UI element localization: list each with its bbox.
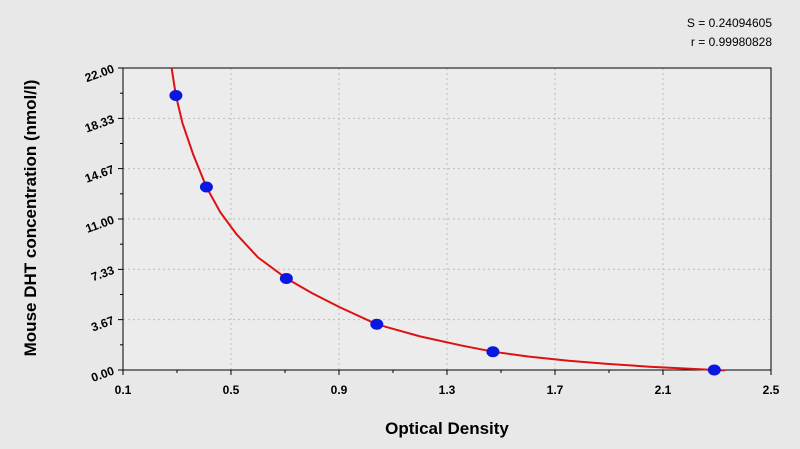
data-point	[199, 181, 213, 193]
s-statistic: S = 0.24094605	[686, 16, 772, 30]
fit-curve-line	[170, 67, 726, 372]
y-tick-label: 22.00	[83, 62, 116, 86]
data-point	[169, 89, 183, 101]
y-tick-label: 7.33	[89, 263, 116, 284]
grid-lines	[123, 68, 771, 370]
data-point	[370, 318, 384, 330]
x-tick-label: 2.1	[655, 383, 672, 397]
y-tick-label: 14.67	[83, 162, 116, 186]
y-tick-label: 18.33	[83, 112, 116, 136]
y-axis-label: Mouse DHT concentration (nmol/l)	[21, 80, 40, 357]
x-tick-label: 1.3	[439, 383, 456, 397]
x-axis-label: Optical Density	[385, 419, 509, 438]
data-point	[486, 346, 500, 358]
y-tick-label: 11.00	[84, 213, 117, 236]
fit-statistics: S = 0.24094605 r = 0.99980828	[687, 14, 772, 52]
x-tick-label: 1.7	[547, 383, 564, 397]
x-tick-label: 2.5	[763, 383, 780, 397]
data-point	[707, 364, 721, 376]
x-axis-ticks: 0.1 0.5 0.9 1.3 1.7 2.1 2.5	[115, 370, 780, 397]
data-points	[169, 89, 721, 376]
y-tick-label: 0.00	[89, 364, 116, 385]
x-tick-label: 0.1	[115, 383, 132, 397]
r-statistic: r = 0.99980828	[690, 35, 772, 49]
x-tick-label: 0.5	[223, 383, 240, 397]
x-tick-label: 0.9	[331, 383, 348, 397]
y-tick-label: 3.67	[89, 313, 116, 334]
y-axis-ticks: 0.00 3.67 7.33 11.00 14.67 18.33 22.00	[83, 62, 123, 385]
data-point	[279, 272, 293, 284]
